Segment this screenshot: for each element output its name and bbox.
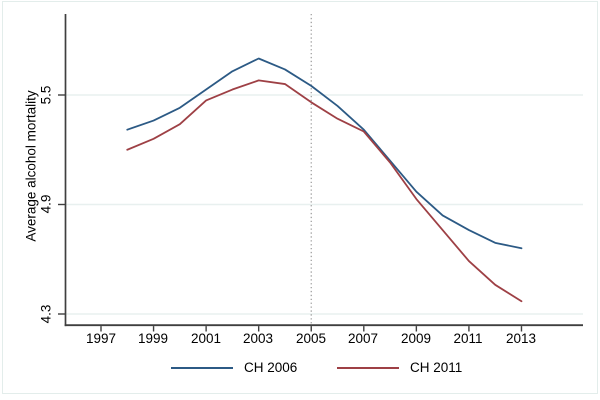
y-axis-title: Average alcohol mortality [23,90,39,242]
x-tick-label-2007: 2007 [347,331,379,346]
legend-line-ch-2011 [337,367,399,369]
series-line-ch-2006 [126,57,523,250]
legend-item-ch-2011: CH 2011 [337,360,462,376]
legend-line-ch-2006 [171,367,233,369]
legend-item-ch-2006: CH 2006 [171,360,297,376]
x-tick-label-1999: 1999 [137,331,169,346]
y-tick-label-4-9: 4.9 [38,194,54,214]
legend-label-ch-2011: CH 2011 [410,360,463,375]
y-tick-label-4-3: 4.3 [38,304,54,324]
y-tick-label-5-5: 5.5 [38,85,54,105]
legend-label-ch-2006: CH 2006 [244,360,298,375]
series-line-ch-2011 [126,79,523,303]
x-tick-label-2009: 2009 [400,331,432,346]
x-tick-label-2003: 2003 [242,331,274,346]
x-tick-label-1997: 1997 [85,331,117,346]
x-tick-label-2013: 2013 [505,331,537,346]
x-tick-label-2011: 2011 [453,331,483,346]
x-tick-label-2001: 2001 [190,331,222,346]
x-tick-label-2005: 2005 [295,331,327,346]
